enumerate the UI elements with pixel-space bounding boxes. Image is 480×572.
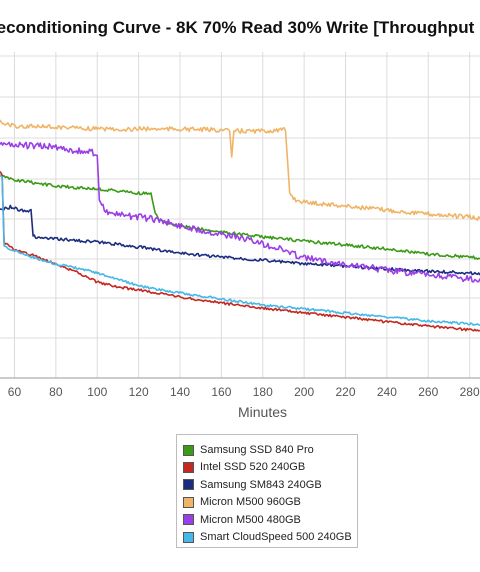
legend-item: Samsung SSD 840 Pro [183,441,314,459]
legend-swatch [183,461,194,473]
x-tick-label-11: 280 [460,385,480,399]
legend-swatch [183,479,194,491]
chart-title: reconditioning Curve - 8K 70% Read 30% W… [0,0,480,40]
legend-label: Samsung SSD 840 Pro [200,444,314,456]
legend-item: Intel SSD 520 240GB [183,458,305,476]
legend-item: Smart CloudSpeed 500 240GB [183,528,352,546]
x-tick-label-0: 60 [8,385,22,399]
x-tick-label-4: 140 [170,385,190,399]
chart-legend: Samsung SSD 840 Pro Intel SSD 520 240GB Sa… [176,434,358,548]
chart-title-text: reconditioning Curve - 8K 70% Read 30% W… [0,18,475,37]
legend-swatch [183,531,194,543]
legend-label: Smart CloudSpeed 500 240GB [200,531,352,543]
line-chart: 60 80 100 120 140 160 180 200 220 240 260 280 [0,52,480,399]
series-line-micron-m500-480gb [0,141,480,283]
series-line-micron-m500-960gb [0,119,480,221]
x-tick-label-1: 80 [49,385,63,399]
legend-label: Samsung SM843 240GB [200,478,322,491]
legend-item: Samsung SM843 240GB [183,476,322,494]
series-line-samsung-sm843-240gb [0,204,480,276]
legend-label: Micron M500 960GB [200,496,301,509]
x-tick-label-9: 240 [377,385,397,399]
x-axis-label: Minutes [238,404,288,420]
legend-swatch [183,514,194,526]
x-tick-label-10: 260 [418,385,438,399]
legend-label: Micron M500 480GB [200,513,301,526]
legend-item: Micron M500 960GB [183,493,301,511]
series-line-smart-cloudspeed-500-240gb [0,174,480,327]
x-tick-label-7: 200 [294,385,314,399]
series-line-intel-ssd-520-240gb [0,171,480,332]
x-tick-label-8: 220 [336,385,356,399]
legend-label: Intel SSD 520 240GB [200,461,306,474]
legend-swatch [183,496,194,508]
series-line-samsung-ssd-840-pro [0,174,480,260]
legend-item: Micron M500 480GB [183,511,301,529]
x-tick-label-5: 160 [211,385,231,399]
x-tick-label-6: 180 [253,385,273,399]
x-tick-label-2: 100 [87,385,107,399]
legend-swatch [183,444,194,456]
x-tick-label-3: 120 [129,385,149,399]
